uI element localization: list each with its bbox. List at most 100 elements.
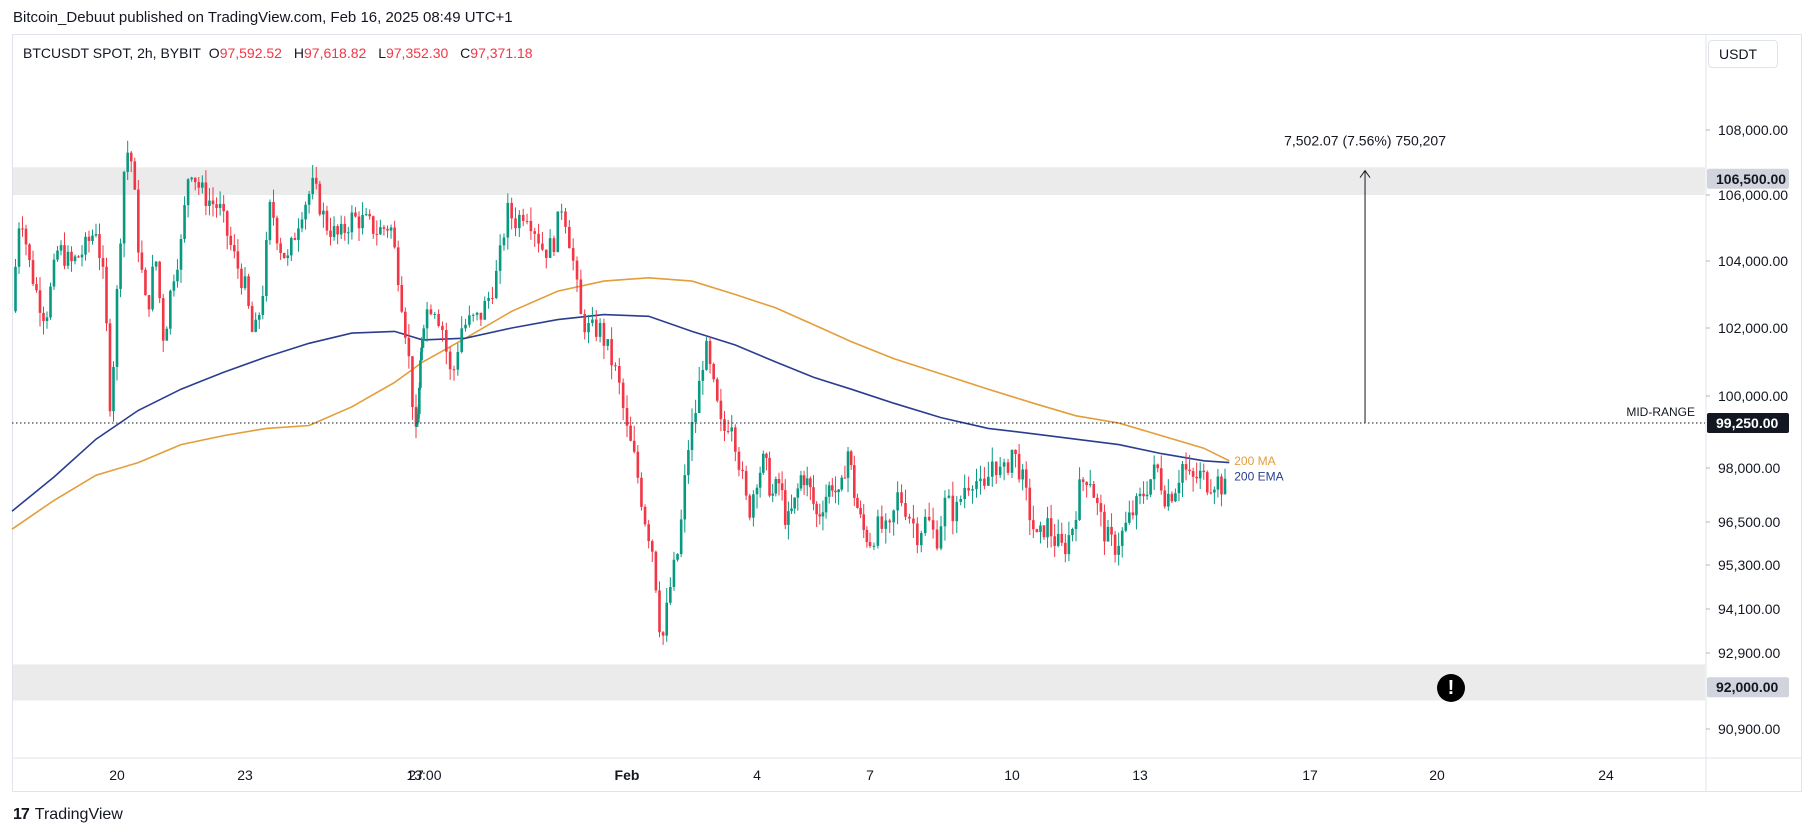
- candle-body: [840, 477, 844, 490]
- candle-body: [818, 514, 822, 517]
- candle-body: [272, 201, 275, 218]
- price-tick-label: 104,000.00: [1718, 253, 1788, 269]
- candle-body: [307, 194, 311, 205]
- candle-body: [1205, 472, 1209, 493]
- candle-body: [654, 551, 658, 591]
- candle-body: [233, 245, 236, 252]
- candle-body: [293, 238, 297, 240]
- candle-body: [1177, 482, 1181, 494]
- close-label: C: [460, 45, 471, 61]
- candle-body: [1117, 545, 1120, 555]
- candle-body: [1088, 484, 1092, 486]
- candle-body: [1049, 518, 1053, 537]
- candle-body: [987, 476, 990, 486]
- candle-body: [140, 252, 144, 270]
- candle-body: [606, 339, 610, 346]
- candle-body: [943, 497, 947, 527]
- candle-body: [783, 490, 787, 525]
- candle-body: [336, 226, 339, 235]
- open-label: O: [208, 45, 220, 61]
- candle-body: [780, 483, 784, 491]
- candle-body: [154, 261, 158, 267]
- candle-body: [676, 554, 679, 560]
- candle-body: [587, 323, 590, 333]
- candle-body: [179, 238, 183, 270]
- candle-body: [537, 233, 540, 244]
- candle-body: [448, 351, 452, 370]
- candle-body: [712, 363, 715, 380]
- candle-body: [386, 228, 389, 231]
- candle-body: [158, 261, 161, 299]
- candle-body: [541, 243, 544, 250]
- price-tick-label: 94,100.00: [1718, 601, 1780, 617]
- candle-body: [610, 339, 613, 366]
- candle-body: [129, 152, 133, 162]
- candle-body: [45, 317, 49, 321]
- candle-body: [201, 182, 204, 188]
- candle-body: [658, 590, 661, 633]
- candle-body: [525, 220, 529, 222]
- candle-body: [650, 541, 654, 552]
- price-label-bg-0: [1707, 168, 1789, 189]
- candle-body: [371, 216, 375, 234]
- candle-body: [799, 475, 803, 489]
- candle-body: [375, 233, 379, 235]
- price-label: 99,250.00: [1716, 415, 1778, 431]
- candle-body: [1120, 530, 1124, 546]
- chart-frame: [12, 34, 1802, 792]
- candle-body: [229, 235, 233, 246]
- candle-body: [491, 297, 494, 299]
- candle-body: [510, 202, 513, 219]
- candle-body: [393, 227, 396, 248]
- price-tick-label: 100,000.00: [1718, 388, 1788, 404]
- currency-selector[interactable]: USDT: [1708, 40, 1778, 68]
- candle-body: [193, 177, 197, 183]
- candle-body: [137, 189, 140, 253]
- candle-body: [1078, 479, 1081, 520]
- candle-body: [935, 529, 939, 549]
- candle-body: [598, 322, 602, 337]
- candle-body: [94, 234, 98, 236]
- ema-200-label: 200 EMA: [1234, 470, 1283, 484]
- candle-body: [793, 497, 796, 509]
- candle-body: [591, 319, 594, 324]
- zone-band-0: [13, 167, 1705, 195]
- time-tick-label: 27: [408, 767, 424, 783]
- alert-exclamation-icon[interactable]: !: [1437, 674, 1465, 702]
- high-label: H: [293, 45, 304, 61]
- tradingview-logo[interactable]: 17 TradingView: [13, 806, 123, 824]
- candle-body: [208, 200, 211, 206]
- candle-body: [1096, 497, 1099, 504]
- candle-body: [122, 171, 126, 244]
- time-tick-label: 17: [1302, 767, 1318, 783]
- candle-body: [687, 450, 690, 476]
- candle-body: [471, 314, 475, 316]
- candle-body: [172, 281, 176, 291]
- candle-body: [1032, 520, 1035, 530]
- candle-body: [151, 266, 154, 310]
- open-value: 97,592.52: [219, 45, 282, 61]
- candle-body: [475, 312, 479, 315]
- candle-body: [1113, 534, 1117, 555]
- candle-body: [812, 487, 815, 504]
- candle-body: [529, 220, 533, 232]
- candle-body: [856, 497, 859, 508]
- candle-body: [1152, 464, 1156, 480]
- candle-body: [730, 427, 734, 432]
- candle-body: [959, 499, 963, 502]
- candle-body: [425, 309, 429, 329]
- candle-body: [1064, 542, 1067, 555]
- candle-body: [456, 351, 460, 370]
- symbol-label: BTCUSDT SPOT, 2h, BYBIT: [23, 45, 201, 61]
- candle-body: [876, 516, 880, 546]
- ma-200-label: 200 MA: [1234, 454, 1275, 468]
- candle-body: [1067, 535, 1071, 555]
- candle-body: [805, 478, 809, 486]
- candle-body: [240, 268, 243, 289]
- candle-body: [636, 451, 640, 478]
- candle-body: [705, 340, 708, 370]
- candle-body: [133, 161, 137, 190]
- candle-body: [790, 508, 793, 512]
- candle-body: [683, 475, 687, 520]
